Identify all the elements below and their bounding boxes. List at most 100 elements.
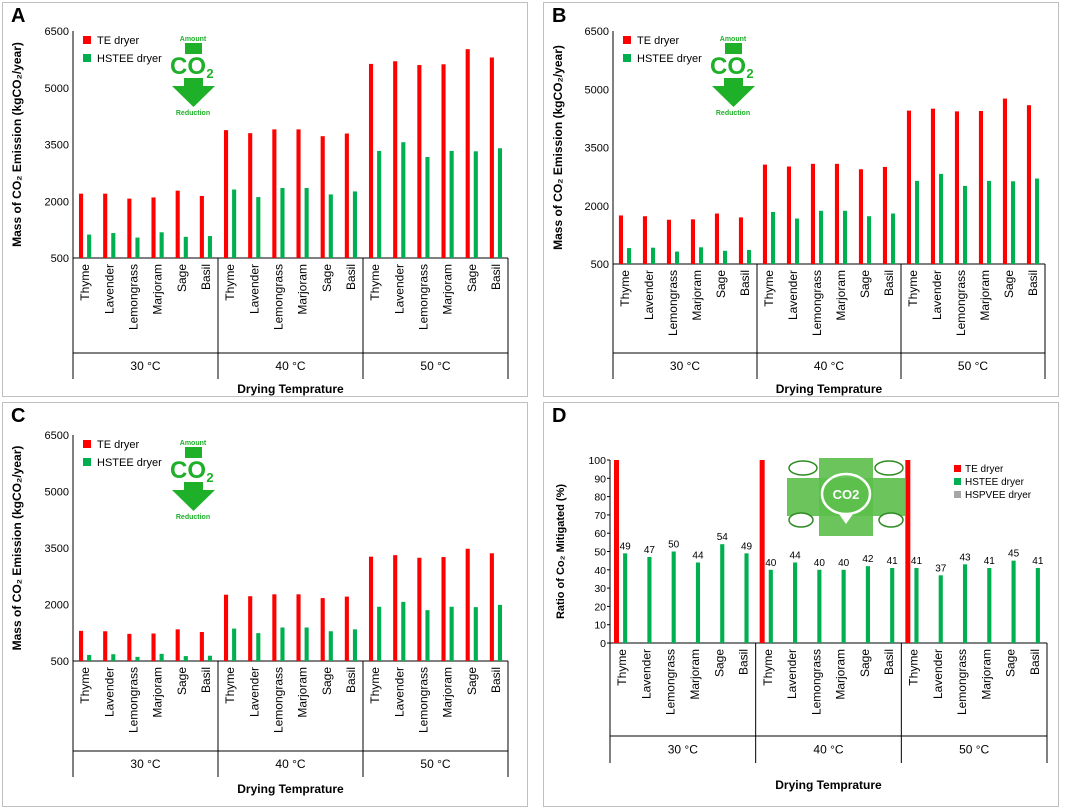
hstee-dryer-bar — [939, 173, 944, 264]
y-tick-label: 3500 — [585, 143, 609, 155]
te-dryer-bar — [223, 130, 229, 258]
hstee-dryer-bar — [987, 567, 992, 643]
x-tick-label: Lemongrass — [809, 649, 823, 715]
te-dryer-bar — [344, 596, 349, 661]
x-axis-title: Drying Temprature — [237, 782, 344, 796]
te-dryer-bar — [882, 166, 887, 264]
panel-label: B — [552, 5, 567, 27]
y-tick-label: 3500 — [45, 140, 69, 152]
data-label: 44 — [790, 550, 802, 561]
hstee-dryer-bar — [623, 553, 628, 643]
te-dryer-bar — [738, 217, 743, 264]
x-axis-title: Drying Temprature — [776, 382, 883, 396]
te-dryer-bar — [175, 629, 180, 661]
te-dryer-bar — [489, 553, 494, 661]
legend-label-te: TE dryer — [97, 35, 140, 47]
logo-co2-text: CO — [170, 53, 206, 80]
y-tick-label: 100 — [588, 455, 606, 467]
logo-arrow-head — [172, 86, 215, 107]
group-label: 30 °C — [130, 757, 160, 771]
group-label: 50 °C — [959, 743, 989, 757]
hstee-dryer-bar — [87, 654, 92, 661]
x-tick-label: Thyme — [368, 667, 382, 704]
te-dryer-bar — [930, 108, 935, 265]
hstee-dryer-bar — [449, 150, 454, 258]
logo-amount-text: Amount — [720, 36, 747, 43]
x-tick-label: Marjoram — [151, 667, 165, 718]
y-axis-title: Mass of CO₂ Emission (kgCO₂/year) — [551, 45, 565, 250]
x-tick-label: Basil — [1026, 270, 1040, 296]
hstee-dryer-bar — [699, 247, 704, 264]
legend-label-hstee: HSTEE dryer — [97, 53, 162, 65]
te-dryer-bar — [151, 633, 156, 661]
hstee-dryer-bar — [795, 218, 800, 264]
group-label: 50 °C — [420, 757, 450, 771]
x-tick-label: Sage — [1002, 270, 1016, 298]
hstee-dryer-bar — [87, 234, 92, 258]
hstee-dryer-bar — [865, 566, 870, 643]
chart-b: 500 2000 3500 5000 6500 Mass of CO₂ Emission … — [551, 26, 1046, 396]
hstee-dryer-bar — [651, 247, 656, 264]
hstee-dryer-bar — [232, 628, 237, 661]
hstee-dryer-bar — [819, 210, 824, 264]
logo-amount-text: Amount — [180, 440, 207, 447]
legend-swatch-te — [83, 36, 91, 44]
te-dryer-bar — [223, 594, 229, 661]
data-label: 41 — [911, 556, 923, 567]
hstee-dryer-bar — [425, 156, 430, 258]
y-axis-title: Mass of CO₂ Emission (kgCO₂/year) — [10, 42, 24, 247]
group-label: 50 °C — [958, 359, 988, 373]
te-dryer-bar — [103, 193, 108, 258]
te-dryer-bar — [103, 631, 108, 661]
x-tick-label: Lavender — [930, 270, 944, 320]
hstee-dryer-bar — [280, 627, 285, 661]
te-dryer-bar — [834, 163, 839, 264]
x-tick-label: Sage — [714, 270, 728, 298]
te-dryer-bar — [417, 65, 422, 258]
hstee-dryer-bar — [352, 191, 358, 258]
x-tick-label: Lemongrass — [954, 270, 968, 336]
hstee-dryer-bar — [1035, 567, 1040, 643]
te-dryer-bar — [368, 556, 374, 661]
te-dryer-bar — [614, 460, 619, 643]
y-tick-label: 6500 — [585, 26, 609, 38]
data-label: 49 — [741, 541, 753, 552]
hstee-dryer-bar — [304, 188, 309, 258]
co2-reduction-logo: Amount CO 2 Reduction — [170, 36, 215, 117]
hstee-dryer-bar — [232, 189, 237, 258]
te-dryer-bar — [666, 219, 671, 264]
legend-swatch-hstee — [83, 458, 91, 466]
panel-a: A 500 2000 3500 5000 6500 Mass of CO₂ Emissio… — [2, 2, 528, 397]
x-tick-label: Sage — [712, 649, 726, 677]
legend-label: TE dryer — [965, 464, 1004, 475]
data-label: 54 — [717, 532, 729, 543]
x-tick-label: Lemongrass — [810, 270, 824, 336]
data-label: 40 — [765, 558, 777, 569]
logo-small-cloud — [878, 512, 904, 528]
te-dryer-bar — [906, 110, 911, 264]
logo-amount-bar — [725, 43, 742, 54]
x-tick-label: Lavender — [642, 270, 656, 320]
hstee-dryer-bar — [425, 610, 430, 661]
logo-co2-subscript: 2 — [206, 470, 213, 485]
group-label: 30 °C — [670, 359, 700, 373]
hstee-dryer-bar — [497, 148, 503, 258]
hstee-dryer-bar — [938, 575, 943, 643]
x-tick-label: Basil — [199, 264, 213, 290]
y-tick-label: 2000 — [45, 600, 69, 612]
x-tick-label: Lemongrass — [955, 649, 969, 715]
y-tick-label: 2000 — [45, 196, 69, 208]
hstee-dryer-bar — [891, 213, 896, 264]
hstee-dryer-bar — [962, 564, 968, 643]
y-tick-label: 60 — [594, 528, 606, 540]
te-dryer-bar — [618, 215, 623, 264]
group-label: 40 °C — [813, 743, 843, 757]
x-axis-title: Drying Temprature — [775, 778, 882, 792]
te-dryer-bar — [272, 129, 277, 258]
x-tick-label: Thyme — [906, 270, 920, 307]
te-dryer-bar — [78, 630, 84, 661]
x-tick-label: Thyme — [761, 649, 775, 686]
te-dryer-bar — [320, 598, 325, 661]
y-tick-label: 50 — [594, 547, 606, 559]
te-dryer-bar — [759, 460, 765, 643]
